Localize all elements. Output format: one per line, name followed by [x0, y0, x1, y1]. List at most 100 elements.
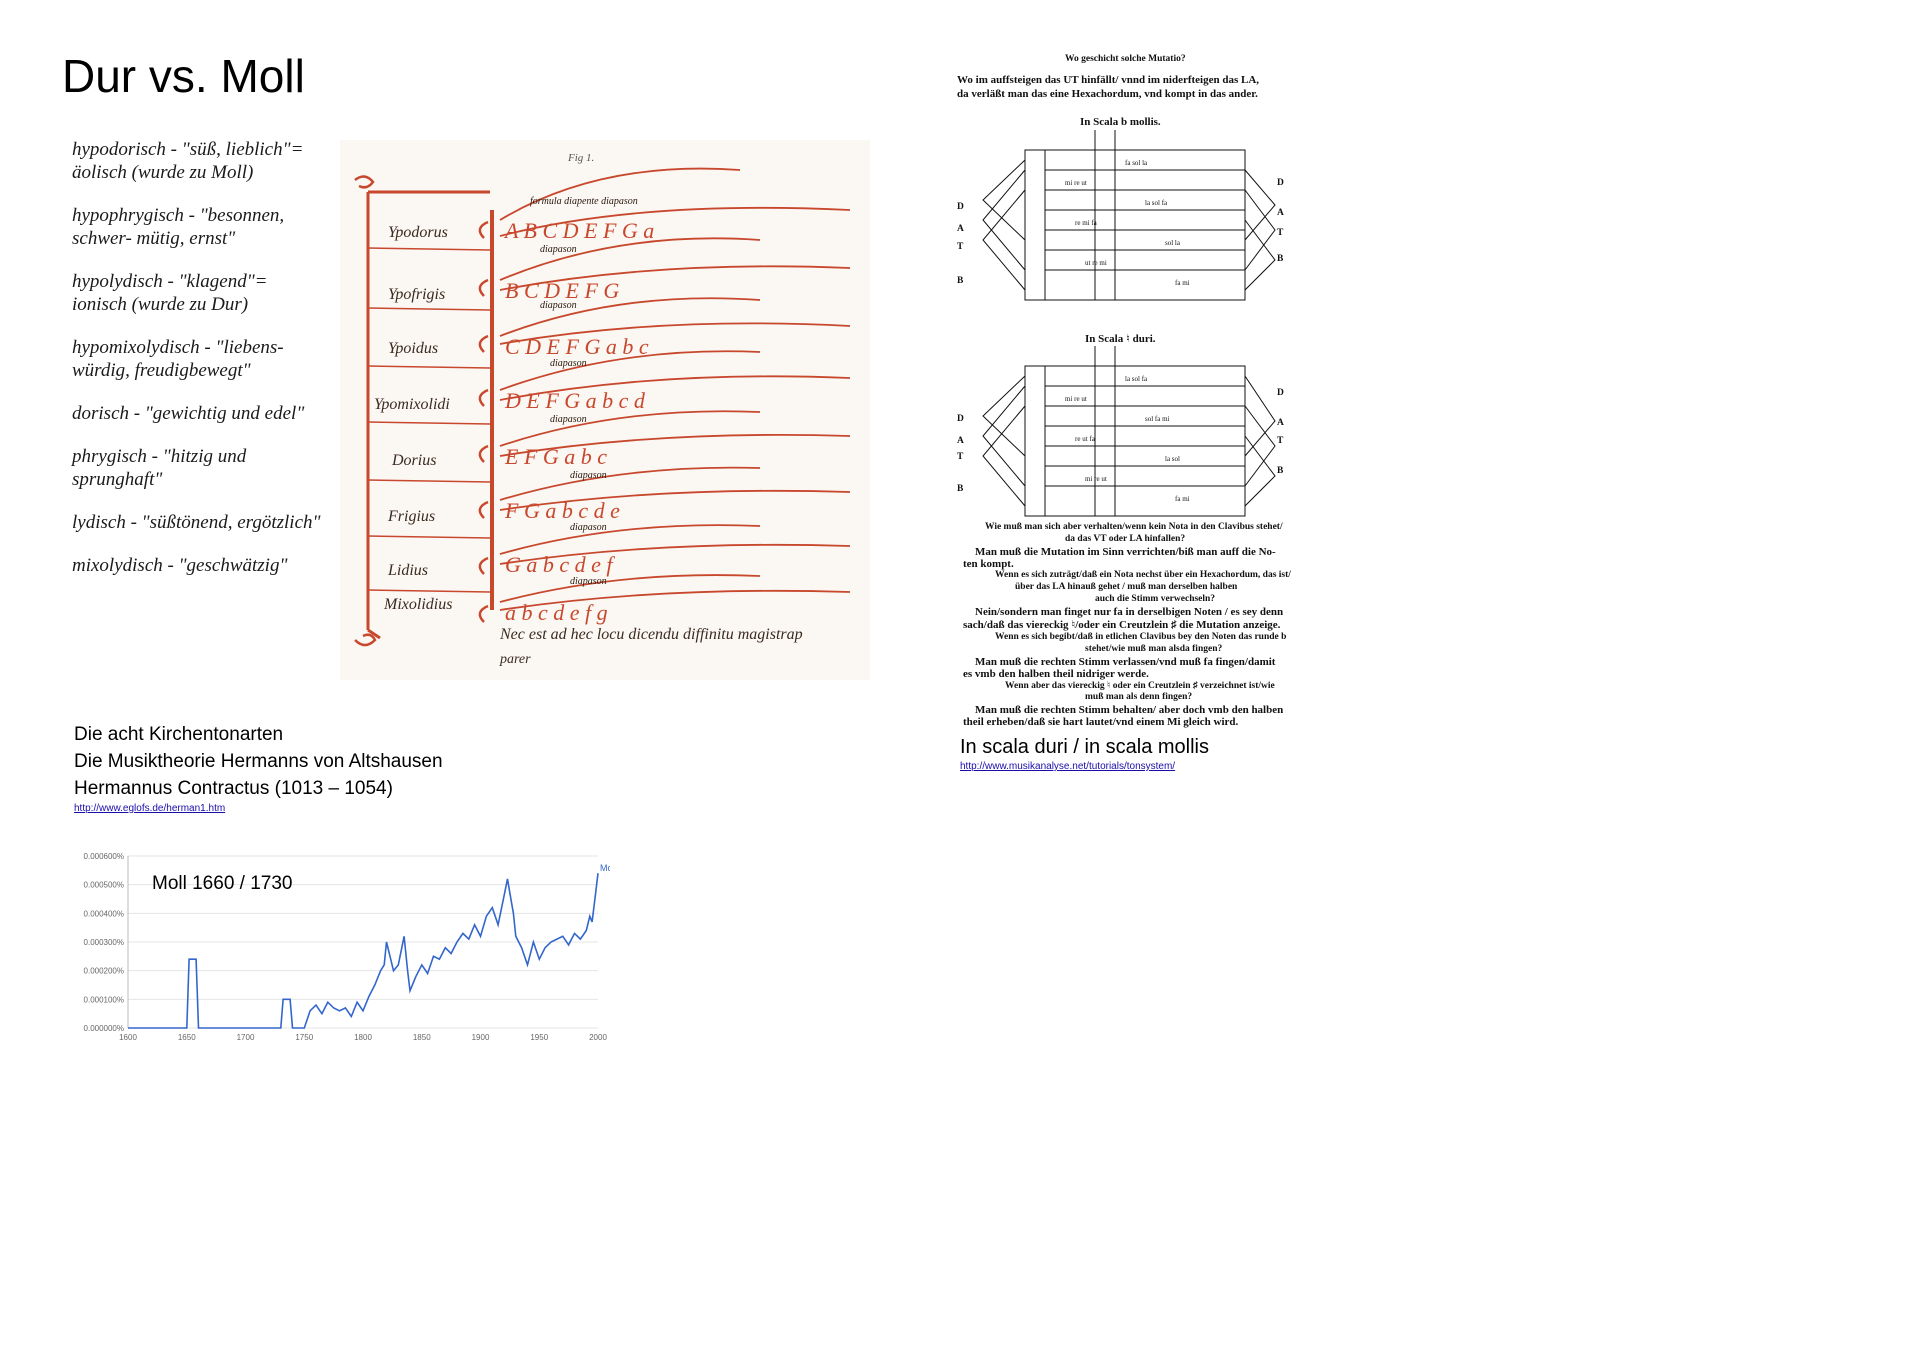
side-label-left: B: [957, 276, 964, 286]
mode-item: hypomixolydisch - "liebens- würdig, freu…: [72, 337, 284, 381]
manuscript-label: Lidius: [388, 562, 429, 579]
x-tick-label: 2000: [589, 1033, 607, 1042]
y-tick-label: 0.000600%: [84, 852, 124, 861]
side-label-left: A: [957, 224, 964, 234]
side-label-right: D: [1277, 388, 1284, 398]
caption-left: Die acht Kirchentonarten Die Musiktheori…: [74, 721, 443, 816]
treatise-text: auch die Stimm verwechseln?: [1095, 594, 1216, 604]
svg-text:diapason: diapason: [540, 300, 577, 311]
y-axis-ticks: 0.000000% 0.000100% 0.000200% 0.000300% 0.00…: [84, 852, 124, 1033]
manuscript-footer: Nec est ad hec locu dicendu diffinitu ma…: [500, 626, 803, 643]
source-link[interactable]: http://www.musikanalyse.net/tutorials/to…: [960, 761, 1176, 772]
series-label: Moll: [600, 863, 610, 873]
caption-line: In scala duri / in scala mollis: [960, 736, 1209, 758]
svg-text:re ut fa: re ut fa: [1075, 435, 1096, 443]
svg-text:a b c d e f g: a b c d e f g: [505, 600, 608, 625]
manuscript-label: Ypoidus: [388, 340, 439, 357]
side-label-right: A: [1277, 208, 1284, 218]
side-label-right: T: [1277, 228, 1284, 238]
svg-text:diapason: diapason: [550, 414, 587, 425]
svg-text:diapason: diapason: [540, 244, 577, 255]
svg-text:la sol fa: la sol fa: [1145, 199, 1168, 207]
svg-text:formula diapente diapason: formula diapente diapason: [530, 196, 638, 207]
mode-item: phrygisch - "hitzig und sprunghaft": [72, 446, 247, 490]
svg-text:ut re mi: ut re mi: [1085, 259, 1107, 267]
svg-text:A B C D E F G a: A B C D E F G a: [503, 218, 654, 243]
treatise-text: Wie muß man sich aber verhalten/wenn kei…: [985, 522, 1283, 532]
treatise-text: theil erheben/daß sie hart lautet/vnd ei…: [963, 716, 1239, 728]
svg-text:fa sol la: fa sol la: [1125, 159, 1148, 167]
treatise-text: da das VT oder LA hinfallen?: [1065, 534, 1186, 544]
treatise-heading: In Scala b mollis.: [1080, 116, 1161, 128]
caption-line: Hermannus Contractus (1013 – 1054): [74, 778, 393, 799]
svg-text:la sol: la sol: [1165, 455, 1180, 463]
side-label-right: T: [1277, 436, 1284, 446]
treatise-text: sach/daß das viereckig ♮/oder ein Creutz…: [963, 619, 1281, 631]
svg-text:sol la: sol la: [1165, 239, 1181, 247]
mode-item: hypophrygisch - "besonnen, schwer- mütig…: [72, 205, 285, 249]
svg-text:mi re ut: mi re ut: [1065, 395, 1087, 403]
svg-text:diapason: diapason: [570, 470, 607, 481]
svg-text:G a b c d e f: G a b c d e f: [505, 552, 615, 577]
treatise-text: Wenn es sich begibt/daß in etlichen Clav…: [995, 632, 1287, 642]
treatise-text: Man muß die rechten Stimm behalten/ aber…: [975, 704, 1284, 716]
treatise-heading: In Scala ♮ duri.: [1085, 333, 1156, 345]
treatise-text: Wenn aber das viereckig ♮ oder ein Creut…: [1005, 681, 1275, 691]
treatise-text: stehet/wie muß man alsda fingen?: [1085, 644, 1223, 654]
treatise-image: Wo geschicht solche Mutatio? Wo im auffs…: [955, 52, 1295, 732]
x-tick-label: 1750: [295, 1033, 313, 1042]
caption-line: Die acht Kirchentonarten: [74, 724, 284, 745]
manuscript-label: Dorius: [392, 452, 437, 469]
mode-item: lydisch - "süßtönend, ergötzlich": [72, 512, 321, 533]
manuscript-image: A B C D E F G a B C D E F G C D E F G a …: [340, 140, 870, 680]
y-tick-label: 0.000200%: [84, 967, 124, 976]
treatise-text: Man muß die Mutation im Sinn verrichten/…: [975, 546, 1276, 558]
side-label-left: T: [957, 242, 964, 252]
treatise-text: über das LA hinauß gehet / muß man derse…: [1015, 582, 1238, 592]
x-tick-label: 1700: [237, 1033, 255, 1042]
svg-text:B C D E F G: B C D E F G: [505, 278, 619, 303]
treatise-text: muß man als denn fingen?: [1085, 692, 1193, 702]
svg-text:sol fa mi: sol fa mi: [1145, 415, 1170, 423]
treatise-text: Wenn es sich zuträgt/daß ein Nota nechst…: [995, 570, 1291, 580]
ngram-chart: 0.000000% 0.000100% 0.000200% 0.000300% 0.00…: [84, 852, 610, 1042]
svg-text:mi re ut: mi re ut: [1085, 475, 1107, 483]
side-label-left: B: [957, 484, 964, 494]
manuscript-fig-label: Fig 1.: [568, 152, 595, 164]
treatise-answer: da verläßt man das eine Hexachordum, vnd…: [957, 88, 1258, 100]
svg-text:mi re ut: mi re ut: [1065, 179, 1087, 187]
side-label-left: T: [957, 452, 964, 462]
svg-text:fa mi: fa mi: [1175, 495, 1190, 503]
y-tick-label: 0.000000%: [84, 1024, 124, 1033]
manuscript-label: Mixolidius: [384, 596, 453, 613]
treatise-text: es vmb den halben theil nidriger werde.: [963, 668, 1149, 680]
svg-text:re mi fa: re mi fa: [1075, 219, 1098, 227]
svg-text:diapason: diapason: [570, 522, 607, 533]
x-tick-label: 1950: [530, 1033, 548, 1042]
side-label-left: D: [957, 414, 964, 424]
x-tick-label: 1650: [178, 1033, 196, 1042]
mode-item: mixolydisch - "geschwätzig": [72, 555, 288, 576]
side-label-left: A: [957, 436, 964, 446]
source-link[interactable]: http://www.eglofs.de/herman1.htm: [74, 803, 226, 814]
svg-text:fa mi: fa mi: [1175, 279, 1190, 287]
treatise-answer: Wo im auffsteigen das UT hinfällt/ vnnd …: [957, 74, 1260, 86]
svg-text:diapason: diapason: [550, 358, 587, 369]
x-tick-label: 1800: [354, 1033, 372, 1042]
mode-item: hypodorisch - "süß, lieblich"= äolisch (…: [72, 139, 304, 183]
svg-text:C D E F G a b c: C D E F G a b c: [505, 334, 649, 359]
side-label-right: B: [1277, 466, 1284, 476]
manuscript-label: Ypofrigis: [388, 286, 446, 303]
treatise-text: Man muß die rechten Stimm verlassen/vnd …: [975, 656, 1276, 668]
side-label-right: A: [1277, 418, 1284, 428]
mode-item: hypolydisch - "klagend"= ionisch (wurde …: [72, 271, 268, 315]
manuscript-drawing: A B C D E F G a B C D E F G C D E F G a …: [340, 140, 870, 680]
manuscript-label: Ypomixolidi: [374, 396, 450, 413]
y-tick-label: 0.000400%: [84, 909, 124, 918]
side-label-left: D: [957, 202, 964, 212]
series-line-moll: [128, 873, 599, 1029]
caption-line: Die Musiktheorie Hermanns von Altshausen: [74, 751, 443, 772]
svg-text:D E F G a b c d: D E F G a b c d: [504, 388, 646, 413]
side-label-right: D: [1277, 178, 1284, 188]
caption-right: In scala duri / in scala mollis http://w…: [960, 734, 1209, 774]
